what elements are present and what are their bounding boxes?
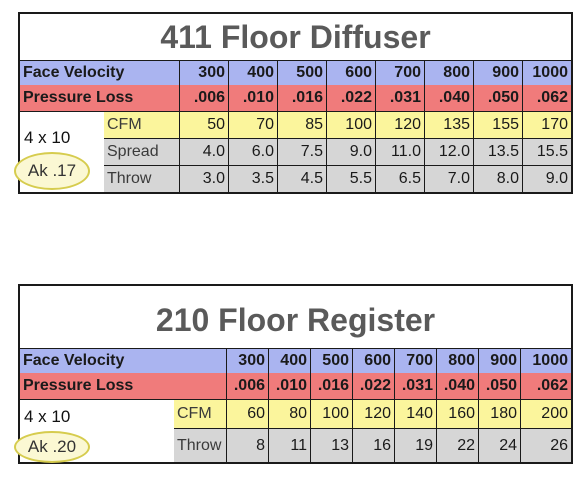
register-velocity-600: 600 [353,349,395,374]
diffuser-velocity-900: 900 [474,61,523,86]
register-cfm-cell: 80 [269,400,311,429]
diffuser-spread-label: Spread [104,139,180,166]
register-throw-cell: 11 [269,429,311,462]
diffuser-cfm-cell: 85 [278,112,327,139]
register-velocity-300: 300 [227,349,269,374]
diffuser-velocity-800: 800 [425,61,474,86]
register-pressure-loss-cell: .016 [311,373,353,400]
register-cfm-cell: 60 [227,400,269,429]
diffuser-pressure-loss-cell: .050 [474,85,523,112]
register-pressure-loss-cell: .006 [227,373,269,400]
diffuser-pressure-loss-cell: .010 [229,85,278,112]
diffuser-throw-cell: 8.0 [474,166,523,192]
register-velocity-400: 400 [269,349,311,374]
diffuser-velocity-400: 400 [229,61,278,86]
diffuser-pressure-loss-cell: .016 [278,85,327,112]
diffuser-table: 411 Floor Diffuser Face Velocity 300 400… [14,12,573,194]
diffuser-pressure-loss-cell: .022 [327,85,376,112]
diffuser-ak-value: Ak .17 [14,152,90,190]
diffuser-spread-cell: 4.0 [180,139,229,166]
register-cfm-cell: 140 [395,400,437,429]
diffuser-size: 4 x 10 [24,128,71,147]
diffuser-velocity-700: 700 [376,61,425,86]
register-title: 210 Floor Register [155,302,436,338]
register-cfm-label: CFM [174,400,227,429]
diffuser-pressure-loss-cell: .040 [425,85,474,112]
diffuser-throw-cell: 4.5 [278,166,327,192]
register-ak-value: Ak .20 [14,431,90,463]
diffuser-cfm-cell: 70 [229,112,278,139]
register-pressure-loss-cell: .022 [353,373,395,400]
diffuser-spread-cell: 12.0 [425,139,474,166]
diffuser-face-velocity-row: Face Velocity 300 400 500 600 700 800 90… [20,60,571,86]
diffuser-spread-cell: 7.5 [278,139,327,166]
register-throw-row: Throw 8 11 13 16 19 22 24 26 [174,429,571,462]
register-pressure-loss-cell: .062 [521,373,571,400]
register-velocity-500: 500 [311,349,353,374]
register-cfm-cell: 160 [437,400,479,429]
diffuser-velocity-600: 600 [327,61,376,86]
diffuser-cfm-cell: 50 [180,112,229,139]
register-throw-cell: 13 [311,429,353,462]
diffuser-throw-cell: 9.0 [545,170,568,187]
register-pressure-loss-row: Pressure Loss .006 .010 .016 .022 .031 .… [20,373,571,400]
diffuser-face-velocity-label: Face Velocity [20,61,180,86]
diffuser-throw-cell: 6.5 [376,166,425,192]
diffuser-velocity-300: 300 [180,61,229,86]
register-throw-cell: 8 [227,429,269,462]
register-throw-cell: 19 [395,429,437,462]
diffuser-velocity-1000: 1000 [523,61,571,86]
register-size: 4 x 10 [24,407,71,426]
diffuser-spread-cell: 11.0 [376,139,425,166]
register-velocity-1000: 1000 [521,349,571,374]
register-velocity-800: 800 [437,349,479,374]
diffuser-pressure-loss-cell: .031 [376,85,425,112]
diffuser-pressure-loss-cell: .062 [523,85,571,112]
register-table: 210 Floor Register Face Velocity 300 400… [14,284,573,464]
register-throw-cell: 24 [479,429,521,462]
diffuser-title: 411 Floor Diffuser [160,19,431,55]
diffuser-spread-cell: 13.5 [474,139,523,166]
diffuser-cfm-cell: 170 [523,112,571,139]
diffuser-cfm-row: CFM 50 70 85 100 120 135 155 170 [104,112,571,139]
diffuser-throw-label: Throw [104,166,180,192]
register-velocity-700: 700 [395,349,437,374]
diffuser-throw-cell: 5.5 [327,166,376,192]
register-cfm-cell: 200 [521,400,571,429]
register-pressure-loss-label: Pressure Loss [20,373,227,400]
diffuser-spread-row: Spread 4.0 6.0 7.5 9.0 11.0 12.0 13.5 15… [104,139,571,166]
diffuser-spread-cell: 9.0 [327,139,376,166]
register-pressure-loss-cell: .050 [479,373,521,400]
register-face-velocity-row: Face Velocity 300 400 500 600 700 800 90… [20,348,571,374]
diffuser-throw-row: Throw 3.0 3.5 4.5 5.5 6.5 7.0 8.0 9.0 [104,166,571,192]
register-face-velocity-label: Face Velocity [20,349,227,374]
register-cfm-cell: 120 [353,400,395,429]
register-throw-cell: 16 [353,429,395,462]
register-pressure-loss-cell: .031 [395,373,437,400]
diffuser-throw-cell: 7.0 [425,166,474,192]
register-pressure-loss-cell: .010 [269,373,311,400]
diffuser-spread-cell: 6.0 [229,139,278,166]
register-throw-label: Throw [174,429,227,462]
diffuser-cfm-label: CFM [104,112,180,139]
register-velocity-900: 900 [479,349,521,374]
diffuser-cfm-cell: 155 [474,112,523,139]
diffuser-cfm-cell: 135 [425,112,474,139]
diffuser-throw-cell: 3.5 [229,166,278,192]
diffuser-pressure-loss-cell: .006 [180,85,229,112]
register-throw-cell: 22 [437,429,479,462]
diffuser-pressure-loss-row: Pressure Loss .006 .010 .016 .022 .031 .… [20,85,571,112]
diffuser-pressure-loss-label: Pressure Loss [20,85,180,112]
register-cfm-row: CFM 60 80 100 120 140 160 180 200 [174,400,571,429]
register-throw-cell: 26 [550,436,568,454]
diffuser-spread-cell: 15.5 [523,139,571,166]
diffuser-cfm-cell: 120 [376,112,425,139]
diffuser-throw-cell: 3.0 [180,166,229,192]
register-cfm-cell: 100 [311,400,353,429]
diffuser-velocity-500: 500 [278,61,327,86]
register-cfm-cell: 180 [479,400,521,429]
register-pressure-loss-cell: .040 [437,373,479,400]
diffuser-cfm-cell: 100 [327,112,376,139]
